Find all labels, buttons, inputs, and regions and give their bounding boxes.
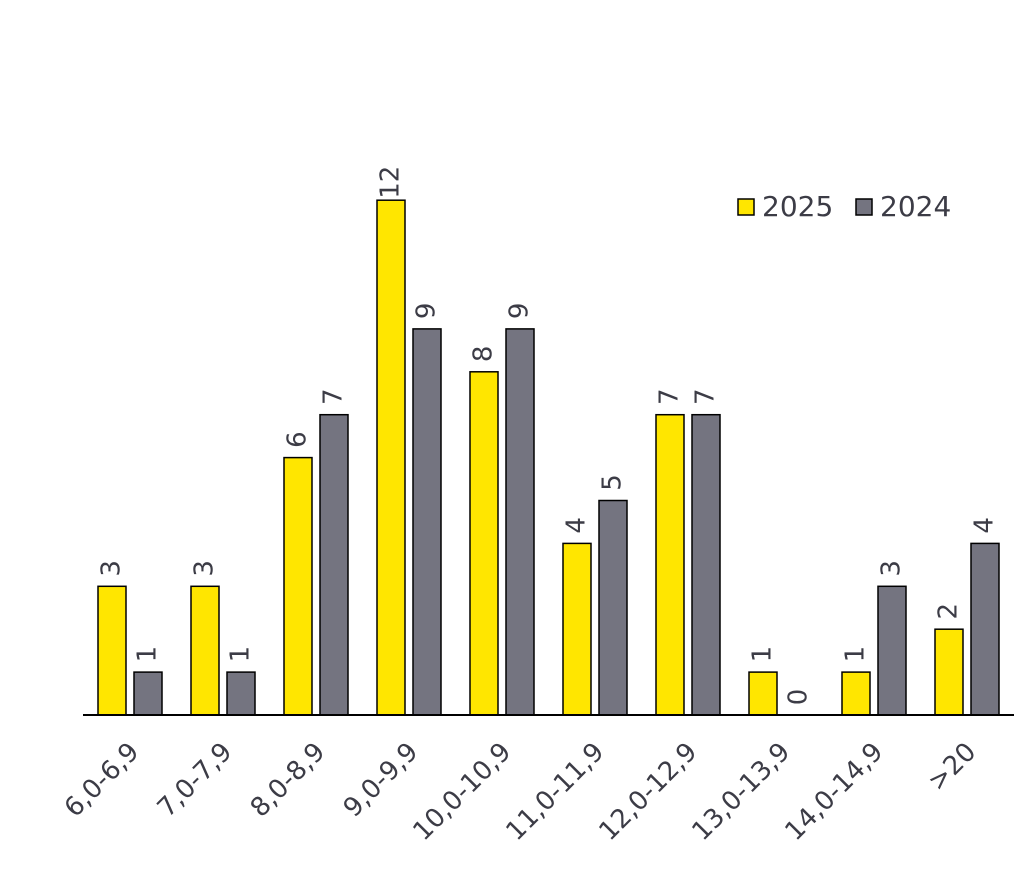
bar xyxy=(655,413,685,716)
bar xyxy=(934,628,964,716)
bar xyxy=(691,413,721,716)
data-label: 4 xyxy=(970,517,1000,534)
data-label: 7 xyxy=(319,388,349,405)
x-tick-label: 12,0-12,9 xyxy=(594,737,704,847)
x-tick-label: 8,0-8,9 xyxy=(245,737,331,823)
data-label: 3 xyxy=(190,560,220,577)
bar xyxy=(133,671,163,716)
data-label: 5 xyxy=(598,474,628,491)
bar xyxy=(841,671,871,716)
data-label: 9 xyxy=(505,303,535,320)
bar xyxy=(877,585,907,716)
data-label: 6 xyxy=(283,431,313,448)
data-label: 1 xyxy=(133,646,163,663)
data-label: 3 xyxy=(877,560,907,577)
x-tick-label: 13,0-13,9 xyxy=(687,737,797,847)
data-label: 1 xyxy=(841,646,871,663)
legend-label: 2025 xyxy=(762,190,833,223)
x-tick-label: 10,0-10,9 xyxy=(408,737,518,847)
bar xyxy=(598,499,628,716)
x-tick-label: 7,0-7,9 xyxy=(152,737,238,823)
bar xyxy=(469,371,499,716)
bar xyxy=(283,456,313,716)
data-label: 9 xyxy=(412,303,442,320)
x-tick-label: 9,0-9,9 xyxy=(338,737,424,823)
data-label: 1 xyxy=(748,646,778,663)
bar xyxy=(562,542,592,716)
legend-swatch xyxy=(855,198,873,216)
data-label: 4 xyxy=(562,517,592,534)
bar xyxy=(226,671,256,716)
data-label: 7 xyxy=(655,388,685,405)
bar xyxy=(376,199,406,716)
data-label: 7 xyxy=(691,388,721,405)
x-tick-label: >20 xyxy=(922,737,982,797)
x-tick-label: 11,0-11,9 xyxy=(501,737,611,847)
data-label: 8 xyxy=(469,346,499,363)
data-label: 0 xyxy=(784,689,814,706)
x-tick-label: 14,0-14,9 xyxy=(780,737,890,847)
data-label: 3 xyxy=(97,560,127,577)
bar xyxy=(748,671,778,716)
bar xyxy=(505,328,535,716)
bar xyxy=(97,585,127,716)
data-label: 2 xyxy=(934,603,964,620)
bar xyxy=(319,413,349,716)
legend-label: 2024 xyxy=(880,190,951,223)
bar xyxy=(412,328,442,716)
legend-swatch xyxy=(737,198,755,216)
x-tick-label: 6,0-6,9 xyxy=(59,737,145,823)
data-label: 12 xyxy=(376,166,406,199)
bar xyxy=(190,585,220,716)
bar xyxy=(970,542,1000,716)
data-label: 1 xyxy=(226,646,256,663)
